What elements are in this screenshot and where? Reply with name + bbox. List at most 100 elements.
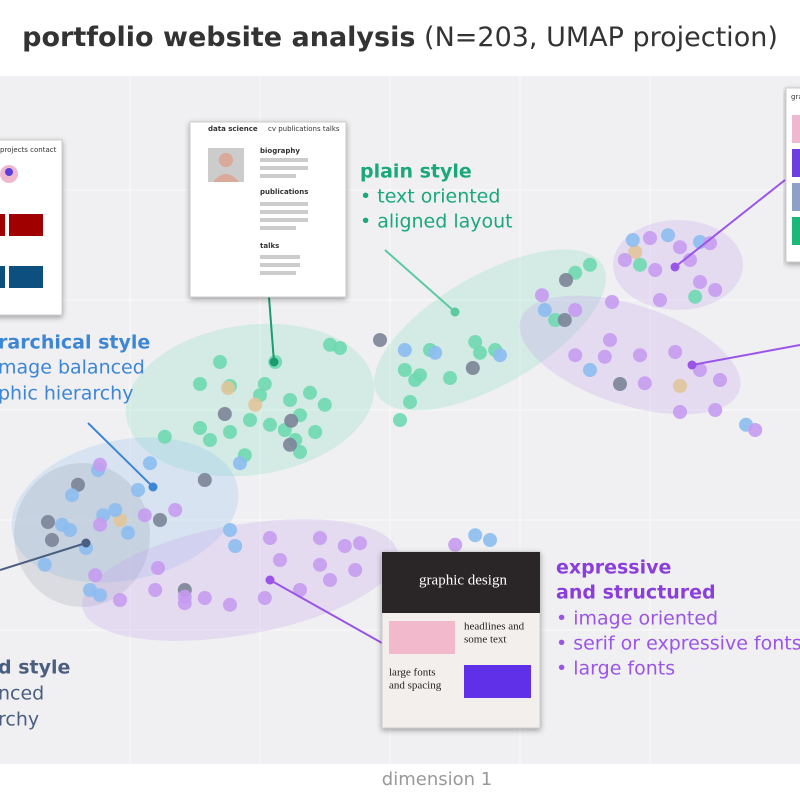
annotation-line: expressive <box>556 557 671 579</box>
annotation-line: • text oriented <box>360 186 500 208</box>
annotation-line: • image oriented <box>556 608 718 630</box>
point <box>37 557 52 572</box>
point <box>557 313 572 327</box>
point <box>284 413 299 428</box>
point <box>397 343 412 357</box>
point <box>583 363 597 377</box>
point <box>131 483 145 497</box>
thumb-text: biography <box>260 147 300 155</box>
point <box>605 295 619 309</box>
point <box>348 563 363 577</box>
point <box>465 361 480 375</box>
leaders <box>0 179 800 644</box>
point <box>693 363 707 377</box>
thumb-text: some text <box>464 634 506 646</box>
point <box>625 233 640 247</box>
point <box>197 591 212 605</box>
point <box>428 345 443 360</box>
point <box>313 557 327 572</box>
point <box>568 348 583 363</box>
point <box>257 377 272 391</box>
point <box>65 488 79 503</box>
point <box>688 289 703 304</box>
point <box>197 473 212 487</box>
thumb-text: gra <box>791 93 800 101</box>
point <box>408 373 423 387</box>
point <box>548 313 563 327</box>
x-axis-label: dimension 1 <box>382 769 492 790</box>
point <box>121 525 135 540</box>
point <box>263 417 277 432</box>
point <box>221 381 235 395</box>
point <box>613 377 627 391</box>
annotation-line: phic hierarchy <box>0 383 133 405</box>
point <box>71 477 85 492</box>
point <box>303 385 317 400</box>
point <box>273 553 287 567</box>
annotation-expressive: expressive and structured • image orient… <box>556 557 800 680</box>
thumb-text: data science <box>208 125 258 133</box>
thumb-text: graphic design <box>419 572 507 588</box>
point <box>217 407 232 421</box>
point <box>708 283 723 297</box>
point <box>213 355 227 369</box>
point <box>88 568 103 583</box>
point <box>263 531 277 545</box>
thumb-text: large fonts <box>389 667 436 679</box>
annotation-line: rarchical style <box>0 332 150 354</box>
point <box>653 293 667 307</box>
annotation-line: mage balanced <box>0 357 145 379</box>
point <box>443 371 457 385</box>
point <box>293 445 307 459</box>
point <box>228 539 243 553</box>
point <box>93 457 107 472</box>
thumb-text: talks <box>260 242 279 250</box>
point <box>668 345 683 359</box>
point <box>568 303 583 317</box>
points <box>37 228 763 612</box>
point <box>203 433 217 447</box>
point <box>157 429 172 444</box>
point <box>317 397 332 412</box>
annotation-line: rchy <box>0 709 39 731</box>
point <box>648 263 663 277</box>
point <box>713 373 727 387</box>
point <box>243 413 257 427</box>
point <box>637 376 652 391</box>
point <box>143 456 157 471</box>
grid <box>0 76 800 764</box>
point <box>93 517 107 532</box>
point <box>257 591 272 605</box>
point <box>45 533 59 547</box>
point <box>193 421 207 435</box>
thumbnail-graphic-design: graphic design headlines and some text l… <box>381 551 541 729</box>
point <box>643 231 657 245</box>
point <box>151 561 165 575</box>
point <box>703 236 717 251</box>
annotation-plain: plain style • text oriented • aligned la… <box>360 161 513 233</box>
point <box>41 515 55 529</box>
point <box>168 503 183 517</box>
annotation-line: • aligned layout <box>360 211 513 233</box>
point <box>373 333 387 347</box>
point <box>535 288 549 303</box>
point <box>493 348 507 363</box>
thumb-text: publications <box>260 188 308 196</box>
point <box>473 345 487 360</box>
point <box>153 513 167 527</box>
point <box>177 596 192 611</box>
point <box>633 257 647 272</box>
point <box>108 503 123 517</box>
point <box>223 597 237 612</box>
point <box>468 528 483 543</box>
point <box>448 537 463 552</box>
point <box>283 437 297 452</box>
point <box>583 257 597 272</box>
point <box>353 536 367 551</box>
point <box>113 593 127 607</box>
point <box>63 523 77 537</box>
annotation-balanced: d style nced rchy <box>0 657 70 731</box>
point <box>633 348 647 363</box>
point <box>293 583 307 597</box>
